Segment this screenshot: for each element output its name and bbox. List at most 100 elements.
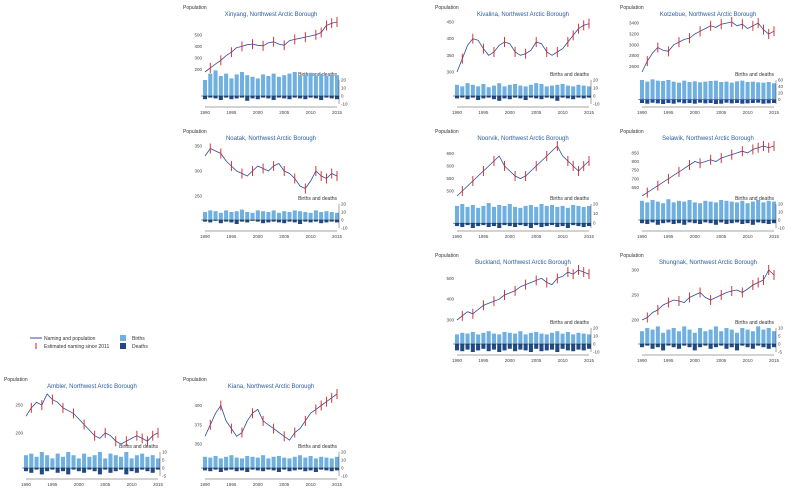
births-bar <box>66 452 71 468</box>
deaths-bar <box>454 96 460 99</box>
deaths-bar <box>735 220 740 223</box>
deaths-bar <box>729 220 734 224</box>
deaths-bar <box>703 99 708 104</box>
births-bar <box>687 329 692 344</box>
legend-label: Estimated naming since 2011 <box>44 344 109 350</box>
births-bar <box>460 86 465 96</box>
deaths-bar <box>719 99 724 104</box>
y-axis-label: Population <box>620 129 644 135</box>
deaths-bar <box>655 99 660 104</box>
births-bar <box>528 204 533 224</box>
x-tick-label: 2015 <box>332 110 343 115</box>
deaths-bar <box>698 220 703 224</box>
deaths-bar <box>292 468 297 471</box>
births-bar <box>661 332 666 344</box>
births-bar <box>550 85 555 96</box>
deaths-bar <box>282 220 287 224</box>
deaths-bar <box>234 468 239 472</box>
deaths-bar <box>271 96 276 100</box>
bar-tick-label: 10 <box>341 86 347 91</box>
births-bar <box>303 74 308 96</box>
births-bar <box>234 211 239 220</box>
births-bar <box>565 332 570 344</box>
x-tick-label: 1990 <box>200 234 211 239</box>
x-tick-label: 2005 <box>279 110 290 115</box>
births-deaths-label: Births and deaths <box>119 444 158 450</box>
births-bar <box>23 455 29 468</box>
deaths-bar <box>465 344 470 350</box>
deaths-bar <box>750 344 755 349</box>
x-tick-label: 1990 <box>452 234 463 239</box>
y-tick-label: 3400 <box>629 21 640 26</box>
births-bar <box>108 453 113 468</box>
y-tick-label: 400 <box>446 297 454 302</box>
births-bar <box>766 200 771 220</box>
deaths-bar <box>298 468 303 470</box>
x-tick-label: 1990 <box>637 110 648 115</box>
deaths-bar <box>324 96 329 98</box>
deaths-bar <box>766 220 771 224</box>
births-bar <box>202 80 208 96</box>
x-tick-label: 2005 <box>279 482 290 487</box>
deaths-bar <box>771 99 777 104</box>
deaths-bar <box>261 220 266 224</box>
y-tick-label: 3200 <box>629 31 640 36</box>
deaths-bar <box>766 344 771 349</box>
births-bar <box>703 331 708 344</box>
chart-title: Selawik, Northwest Arctic Borough <box>662 136 754 142</box>
deaths-bar <box>676 344 681 349</box>
births-bar <box>571 334 576 344</box>
deaths-bar <box>303 220 308 222</box>
births-bar <box>271 73 276 96</box>
x-tick-label: 1990 <box>452 358 463 363</box>
deaths-bar <box>470 223 475 228</box>
deaths-bar <box>539 223 544 228</box>
births-bar <box>502 205 507 224</box>
births-bar <box>319 456 324 468</box>
x-tick-label: 2015 <box>584 234 595 239</box>
births-bar <box>745 203 750 220</box>
births-bar <box>497 334 502 344</box>
births-bar <box>550 204 555 224</box>
births-bar <box>724 200 729 220</box>
births-bar <box>255 78 260 96</box>
births-bar <box>292 72 297 96</box>
deaths-bar <box>586 223 592 227</box>
births-bar <box>735 332 740 344</box>
births-bar <box>319 73 324 96</box>
births-bar <box>208 457 213 468</box>
deaths-bar <box>245 96 250 101</box>
births-bar <box>560 205 565 224</box>
bar-tick-label: 40 <box>778 84 784 89</box>
births-bar <box>261 455 266 468</box>
deaths-bar <box>334 96 340 100</box>
births-bar <box>724 328 729 344</box>
deaths-bar <box>255 96 260 100</box>
deaths-bar <box>250 220 255 221</box>
y-tick-label: 800 <box>631 159 639 164</box>
births-bar <box>329 458 334 468</box>
deaths-bar <box>313 96 318 99</box>
births-bar <box>766 328 771 344</box>
births-bar <box>507 204 512 224</box>
births-bar <box>213 456 218 468</box>
births-bar <box>719 81 724 100</box>
births-bar <box>486 87 491 96</box>
chart-title: Noatak, Northwest Arctic Borough <box>226 136 316 142</box>
deaths-bar <box>460 344 465 352</box>
deaths-bar <box>581 96 586 99</box>
legend-item: Naming and population <box>30 336 96 342</box>
births-bar <box>276 456 281 468</box>
births-bar <box>470 204 475 224</box>
deaths-bar <box>550 96 555 99</box>
y-axis-label: Population <box>620 5 644 11</box>
deaths-bar <box>735 99 740 104</box>
births-bar <box>224 73 229 96</box>
chart-title: Noorvik, Northwest Arctic Borough <box>477 136 568 142</box>
births-bar <box>218 212 223 220</box>
births-bar <box>229 455 234 468</box>
births-bar <box>539 84 544 96</box>
births-bar <box>650 200 655 220</box>
births-bar <box>491 85 496 96</box>
y-tick-label: 350 <box>194 144 202 149</box>
